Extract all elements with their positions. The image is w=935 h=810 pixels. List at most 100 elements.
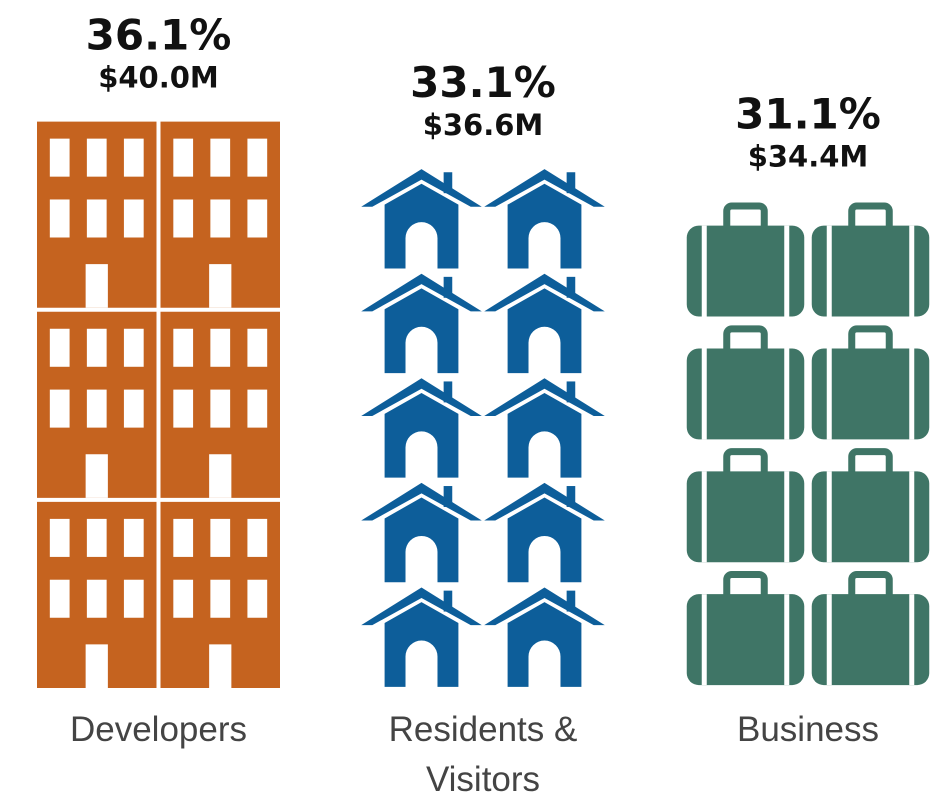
roof [484, 378, 605, 416]
window [173, 389, 194, 428]
strap [701, 348, 707, 440]
window [49, 389, 70, 428]
case [811, 594, 930, 686]
amount-label: $40.0M [98, 61, 219, 95]
door [85, 644, 108, 688]
amount-label: $36.6M [423, 108, 544, 142]
roof [484, 587, 605, 626]
category-label: Developers [69, 710, 248, 749]
window [247, 328, 268, 367]
window [210, 389, 231, 428]
chimney [443, 486, 453, 507]
strap [909, 225, 915, 317]
door [85, 264, 108, 308]
window [123, 199, 144, 238]
roof [484, 273, 605, 312]
window [173, 518, 194, 557]
house-body [384, 497, 459, 583]
door [85, 454, 108, 498]
door [209, 454, 232, 498]
house-body [384, 602, 459, 687]
strap [701, 225, 707, 317]
chimney [566, 486, 576, 507]
roof [484, 169, 605, 207]
window [86, 328, 107, 367]
house-body [384, 392, 459, 478]
roof [361, 482, 482, 521]
house-body [507, 602, 582, 687]
case [811, 225, 930, 317]
window [210, 199, 231, 238]
strap [701, 471, 707, 563]
house-body [507, 392, 582, 478]
case [686, 471, 805, 563]
window [86, 518, 107, 557]
window [247, 138, 268, 177]
roof [361, 378, 482, 416]
house-body [507, 183, 582, 269]
window [123, 518, 144, 557]
strap [784, 348, 790, 440]
strap [826, 471, 832, 563]
window [210, 138, 231, 177]
window [86, 199, 107, 238]
house-body [384, 183, 459, 269]
house-body [384, 288, 459, 374]
window [247, 579, 268, 618]
window [49, 518, 70, 557]
percent-label: 36.1% [86, 11, 232, 60]
icon-group [361, 169, 605, 687]
chimney [566, 381, 576, 403]
window [173, 579, 194, 618]
window [49, 138, 70, 177]
chimney [443, 172, 453, 194]
case [686, 225, 805, 317]
icon-group [686, 202, 930, 686]
window [247, 389, 268, 428]
window [86, 579, 107, 618]
roof [361, 587, 482, 626]
chimney [443, 590, 453, 612]
chimney [443, 381, 453, 403]
strap [909, 348, 915, 440]
window [173, 328, 194, 367]
house-body [507, 288, 582, 374]
window [210, 579, 231, 618]
window [247, 199, 268, 238]
roof [361, 273, 482, 312]
strap [909, 594, 915, 686]
window [123, 138, 144, 177]
roof [361, 169, 482, 207]
icon-group [37, 121, 280, 688]
strap [784, 225, 790, 317]
window [247, 518, 268, 557]
strap [909, 471, 915, 563]
chimney [443, 276, 453, 298]
window [123, 579, 144, 618]
strap [826, 594, 832, 686]
category-label: Residents & Visitors [388, 710, 578, 799]
case [811, 348, 930, 440]
window [86, 138, 107, 177]
chimney [566, 590, 576, 612]
door [209, 644, 232, 688]
category-label: Business [736, 710, 880, 749]
house-body [507, 497, 582, 583]
window [86, 389, 107, 428]
amount-label: $34.4M [748, 140, 869, 174]
window [173, 199, 194, 238]
roof [484, 482, 605, 521]
window [210, 518, 231, 557]
case [686, 348, 805, 440]
chimney [566, 172, 576, 194]
strap [784, 471, 790, 563]
strap [701, 594, 707, 686]
strap [826, 225, 832, 317]
door [209, 264, 232, 308]
window [49, 328, 70, 367]
window [49, 579, 70, 618]
chimney [566, 276, 576, 298]
window [123, 328, 144, 367]
